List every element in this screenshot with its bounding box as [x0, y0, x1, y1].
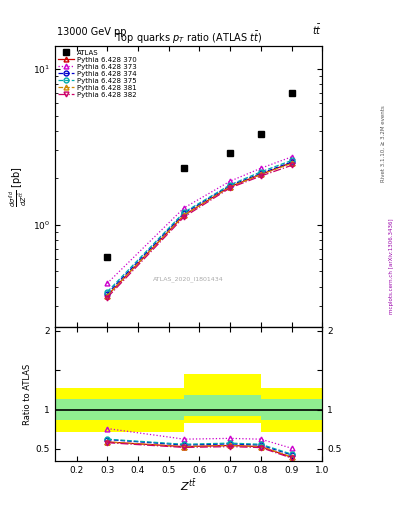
Legend: ATLAS, Pythia 6.428 370, Pythia 6.428 373, Pythia 6.428 374, Pythia 6.428 375, P: ATLAS, Pythia 6.428 370, Pythia 6.428 37… — [57, 48, 138, 99]
Pythia 6.428 374 — [289, 159, 294, 165]
Pythia 6.428 374 — [105, 291, 110, 297]
Pythia 6.428 373 — [259, 165, 263, 172]
Y-axis label: $\frac{d\sigma^{fid}}{dZ^{t\bar{t}}}$ [pb]: $\frac{d\sigma^{fid}}{dZ^{t\bar{t}}}$ [p… — [7, 166, 29, 207]
Pythia 6.428 382 — [182, 214, 186, 220]
Pythia 6.428 381 — [182, 212, 186, 218]
Pythia 6.428 373 — [182, 205, 186, 211]
Pythia 6.428 374 — [182, 210, 186, 217]
Pythia 6.428 370 — [182, 212, 186, 218]
Pythia 6.428 373 — [289, 154, 294, 160]
Line: Pythia 6.428 370: Pythia 6.428 370 — [105, 160, 294, 298]
X-axis label: $Z^{t\bar{t}}$: $Z^{t\bar{t}}$ — [180, 477, 197, 493]
Line: Pythia 6.428 375: Pythia 6.428 375 — [105, 158, 294, 294]
Pythia 6.428 373 — [228, 178, 233, 184]
Y-axis label: Ratio to ATLAS: Ratio to ATLAS — [23, 364, 31, 424]
ATLAS — [289, 90, 294, 96]
Text: $t\bar{t}$: $t\bar{t}$ — [312, 23, 322, 37]
Pythia 6.428 375 — [289, 157, 294, 163]
Pythia 6.428 374 — [228, 182, 233, 188]
Pythia 6.428 370 — [289, 160, 294, 166]
Text: mcplots.cern.ch [arXiv:1306.3436]: mcplots.cern.ch [arXiv:1306.3436] — [389, 219, 393, 314]
ATLAS — [228, 150, 233, 156]
Text: Rivet 3.1.10, ≥ 3.2M events: Rivet 3.1.10, ≥ 3.2M events — [381, 105, 386, 182]
Pythia 6.428 373 — [105, 280, 110, 286]
Pythia 6.428 375 — [182, 209, 186, 216]
Line: ATLAS: ATLAS — [104, 90, 295, 260]
Line: Pythia 6.428 382: Pythia 6.428 382 — [105, 163, 294, 300]
ATLAS — [259, 131, 263, 137]
Text: 13000 GeV pp: 13000 GeV pp — [57, 27, 127, 37]
Line: Pythia 6.428 381: Pythia 6.428 381 — [105, 161, 294, 298]
Pythia 6.428 375 — [105, 289, 110, 295]
Pythia 6.428 381 — [105, 292, 110, 298]
Pythia 6.428 381 — [259, 172, 263, 178]
Pythia 6.428 382 — [289, 162, 294, 168]
ATLAS — [182, 165, 186, 172]
Line: Pythia 6.428 373: Pythia 6.428 373 — [105, 155, 294, 286]
Pythia 6.428 375 — [228, 182, 233, 188]
ATLAS — [105, 254, 110, 260]
Pythia 6.428 382 — [105, 294, 110, 301]
Pythia 6.428 382 — [259, 173, 263, 179]
Pythia 6.428 375 — [259, 169, 263, 175]
Line: Pythia 6.428 374: Pythia 6.428 374 — [105, 160, 294, 296]
Pythia 6.428 370 — [228, 184, 233, 190]
Pythia 6.428 382 — [228, 185, 233, 191]
Pythia 6.428 370 — [105, 292, 110, 298]
Pythia 6.428 374 — [259, 170, 263, 177]
Title: Top quarks $p_T$ ratio (ATLAS $t\bar{t}$): Top quarks $p_T$ ratio (ATLAS $t\bar{t}$… — [115, 30, 262, 46]
Pythia 6.428 370 — [259, 172, 263, 178]
Pythia 6.428 381 — [228, 184, 233, 190]
Pythia 6.428 381 — [289, 160, 294, 166]
Text: ATLAS_2020_I1801434: ATLAS_2020_I1801434 — [153, 276, 224, 282]
